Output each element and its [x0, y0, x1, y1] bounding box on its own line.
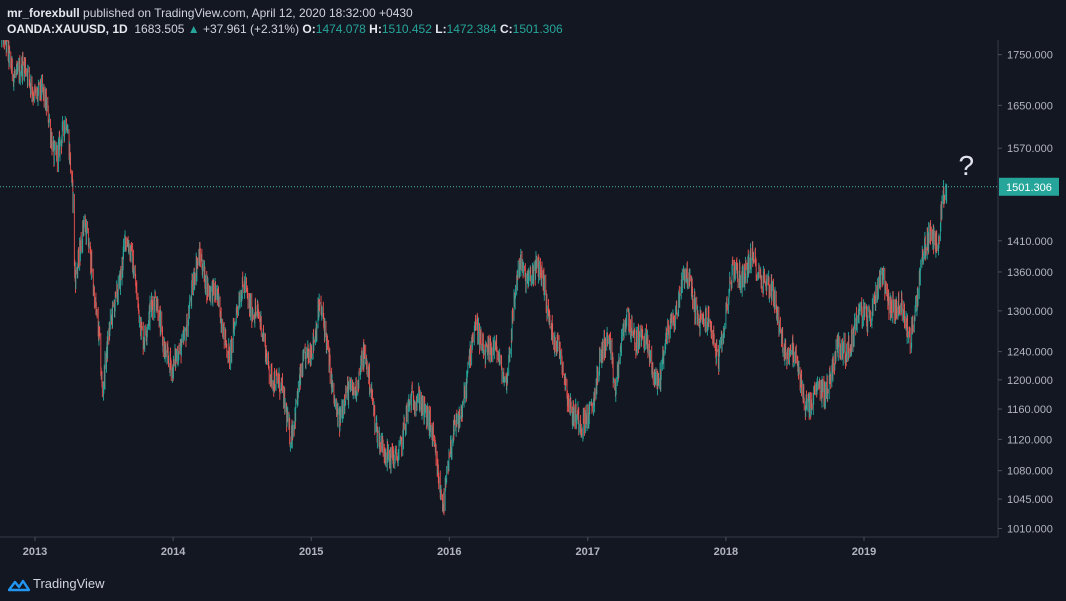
x-tick-label: 2019 [852, 546, 876, 558]
current-price-label: 1501.306 [1006, 182, 1052, 194]
y-tick-label: 1300.000 [1007, 306, 1053, 318]
overlay-layer: 1501.306? [0, 150, 1059, 196]
y-tick-label: 1360.000 [1007, 267, 1053, 279]
y-tick-label: 1570.000 [1007, 143, 1053, 155]
axes-layer: 1750.000 1650.000 1570.000 1410.000 1360.000… [0, 40, 1053, 558]
tradingview-logo-icon[interactable] [8, 577, 30, 593]
last-price: 1683.505 [134, 22, 185, 36]
x-tick-label: 2017 [576, 546, 600, 558]
x-tick-label: 2015 [299, 546, 323, 558]
x-tick-label: 2016 [437, 546, 461, 558]
y-tick-label: 1200.000 [1007, 375, 1053, 387]
low-value: 1472.384 [446, 22, 497, 36]
footer-bar: TradingView [0, 571, 1066, 601]
question-annotation: ? [958, 150, 974, 181]
chart-area[interactable]: 1750.000 1650.000 1570.000 1410.000 1360.000… [0, 16, 1066, 570]
close-label: C: [499, 22, 513, 36]
y-tick-label: 1750.000 [1007, 50, 1053, 62]
y-tick-label: 1010.000 [1007, 523, 1053, 535]
symbol-label[interactable]: OANDA:XAUUSD, 1D [7, 22, 128, 36]
author-name[interactable]: mr_forexbull [7, 6, 80, 20]
open-value: 1474.078 [315, 22, 366, 36]
ohlc-legend: OANDA:XAUUSD, 1D 1683.505 ▲ +37.961 (+2.… [7, 22, 563, 36]
tradingview-brand[interactable]: TradingView [33, 576, 105, 591]
x-tick-label: 2014 [161, 546, 186, 558]
current-price-badge [999, 177, 1059, 196]
high-value: 1510.452 [381, 22, 432, 36]
open-label: O: [302, 22, 316, 36]
published-text: published on TradingView.com, April 12, … [83, 6, 413, 20]
candles-layer [1, 16, 948, 516]
price-chart[interactable]: 1750.000 1650.000 1570.000 1410.000 1360.000… [0, 16, 1066, 570]
low-label: L: [435, 22, 447, 36]
publish-info: mr_forexbull published on TradingView.co… [7, 6, 413, 20]
y-tick-label: 1650.000 [1007, 100, 1053, 112]
change-value: +37.961 (+2.31%) [203, 22, 300, 36]
high-label: H: [369, 22, 382, 36]
y-tick-label: 1120.000 [1007, 434, 1052, 446]
y-tick-label: 1160.000 [1007, 404, 1052, 416]
x-tick-label: 2013 [23, 546, 47, 558]
y-tick-label: 1080.000 [1007, 466, 1053, 478]
y-tick-label: 1045.000 [1007, 494, 1053, 506]
y-tick-label: 1240.000 [1007, 347, 1053, 359]
close-value: 1501.306 [512, 22, 563, 36]
x-tick-label: 2018 [714, 546, 738, 558]
change-up-icon: ▲ [187, 22, 200, 36]
y-tick-label: 1410.000 [1007, 236, 1053, 248]
chart-header: mr_forexbull published on TradingView.co… [0, 0, 1066, 42]
